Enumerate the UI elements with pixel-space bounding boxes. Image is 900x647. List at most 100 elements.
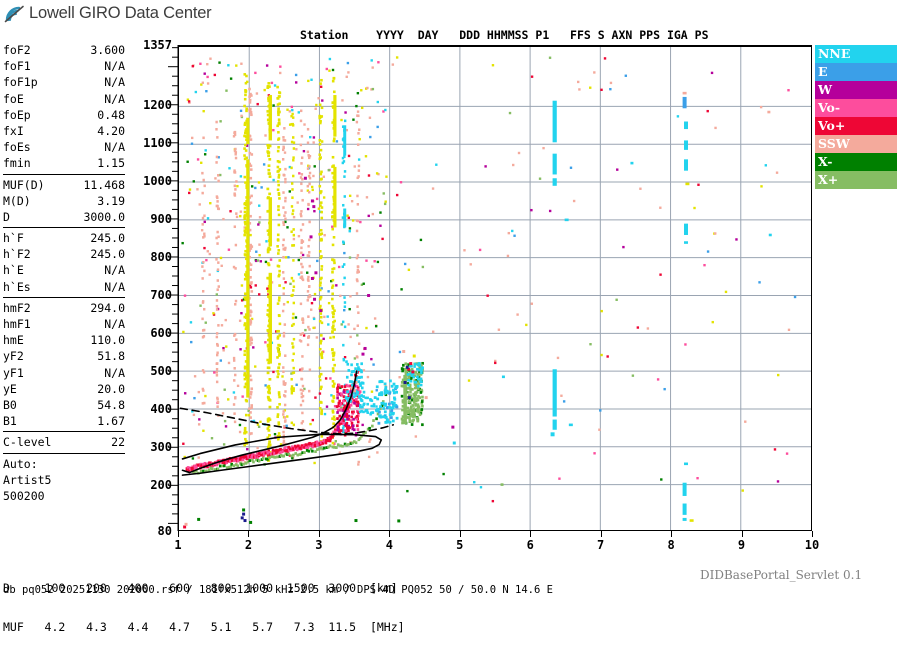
param-divider <box>3 227 125 229</box>
param-value: 245.0 <box>90 247 125 262</box>
legend-item-vo[interactable]: Vo+ <box>815 117 897 135</box>
param-value: 54.8 <box>97 397 125 412</box>
x-tick-mark <box>459 531 461 537</box>
distance-row: D 100 200 400 600 800 1000 1500 3000 [km… <box>3 581 398 595</box>
param-row-hme: hmE 110.0 <box>3 332 125 348</box>
y-tick-label: 600 <box>150 326 172 341</box>
legend-item-ssw[interactable]: SSW <box>815 135 897 153</box>
param-row-foep: foEp 0.48 <box>3 107 125 123</box>
x-tick-label: 7 <box>597 538 605 552</box>
x-tick-mark <box>600 531 602 537</box>
param-value: 11.468 <box>83 177 125 192</box>
param-value: N/A <box>104 91 125 106</box>
param-key: foF1p <box>3 75 38 90</box>
x-tick-label: 1 <box>174 538 182 552</box>
param-value: N/A <box>104 140 125 155</box>
param-key: C-level <box>3 435 52 450</box>
y-tick-label: 1357 <box>143 38 172 52</box>
param-key: MUF(D) <box>3 177 45 192</box>
param-key: yE <box>3 381 17 396</box>
param-value: 51.8 <box>97 349 125 364</box>
param-row-yf2: yF2 51.8 <box>3 348 125 364</box>
param-row-yf1: yF1 N/A <box>3 365 125 381</box>
param-divider <box>3 296 125 298</box>
param-row-hes: h`Es N/A <box>3 279 125 295</box>
echo-direction-legend: NNE E W Vo- Vo+ SSW X- X+ <box>815 45 897 189</box>
param-key: yF2 <box>3 349 24 364</box>
param-row-mufd: MUF(D) 11.468 <box>3 177 125 193</box>
param-row-md: M(D) 3.19 <box>3 193 125 209</box>
param-row-hmf1: hmF1 N/A <box>3 316 125 332</box>
x-tick-mark <box>741 531 743 537</box>
y-tick-label: 900 <box>150 211 172 226</box>
x-tick-label: 4 <box>385 538 393 552</box>
param-key: B1 <box>3 414 17 429</box>
param-key: fxI <box>3 123 24 138</box>
param-row-ye: yE 20.0 <box>3 381 125 397</box>
y-tick-label: 1000 <box>143 173 172 188</box>
legend-item-x[interactable]: X+ <box>815 171 897 189</box>
param-row-d: D 3000.0 <box>3 209 125 225</box>
ionogram-canvas <box>179 47 811 530</box>
param-value: 0.48 <box>97 107 125 122</box>
x-tick-mark <box>178 531 179 537</box>
param-row-fof1p: foF1p N/A <box>3 74 125 90</box>
param-value: 4.20 <box>97 123 125 138</box>
param-key: foEs <box>3 140 31 155</box>
param-key: foE <box>3 91 24 106</box>
param-row-fof1: foF1 N/A <box>3 58 125 74</box>
param-key: yF1 <box>3 365 24 380</box>
param-key: M(D) <box>3 193 31 208</box>
x-tick-label: 10 <box>804 538 820 552</box>
legend-item-vo[interactable]: Vo- <box>815 99 897 117</box>
ionogram-parameters-panel: foF2 3.600 foF1 N/A foF1p N/A foE N/A foEp 0.48 fx… <box>3 42 125 504</box>
legend-item-w[interactable]: W <box>815 81 897 99</box>
x-tick-mark <box>318 531 320 537</box>
param-row-b1: B1 1.67 <box>3 413 125 429</box>
param-value: 22 <box>111 435 125 450</box>
param-value: 294.0 <box>90 300 125 315</box>
x-tick-label: 2 <box>244 538 253 552</box>
param-row-clevel: C-level 22 <box>3 434 125 450</box>
param-row-fmin: fmin 1.15 <box>3 155 125 171</box>
param-key: hmE <box>3 333 24 348</box>
param-key: h`E <box>3 263 24 278</box>
param-key: hmF1 <box>3 317 31 331</box>
param-value: 1.15 <box>97 156 125 171</box>
param-row-hmf2: hmF2 294.0 <box>3 300 125 316</box>
y-tick-label: 400 <box>150 402 172 417</box>
param-row-hf: h`F 245.0 <box>3 230 125 246</box>
param-value: 3.600 <box>90 43 125 57</box>
param-key: foF2 <box>3 43 31 57</box>
param-value: 110.0 <box>90 333 125 348</box>
y-tick-label: 800 <box>150 249 172 264</box>
param-key: fmin <box>3 156 31 171</box>
ionogram-plot[interactable] <box>178 45 812 531</box>
param-value: 3000.0 <box>83 209 125 224</box>
giro-wave-icon <box>4 5 26 23</box>
header-labels-line: Station YYYY DAY DDD HHMMSS P1 FFS S AXN… <box>300 28 709 42</box>
muf-row: MUF 4.2 4.3 4.4 4.7 5.1 5.7 7.3 11.5 [MH… <box>3 620 405 634</box>
y-tick-label: 300 <box>150 440 172 455</box>
legend-item-e[interactable]: E <box>815 63 897 81</box>
y-tick-label: 1100 <box>143 135 172 150</box>
x-tick-mark <box>389 531 391 537</box>
param-divider <box>3 173 125 175</box>
y-tick-label: 700 <box>150 288 172 303</box>
param-value: N/A <box>104 317 125 331</box>
param-value: N/A <box>104 279 125 294</box>
x-tick-label: 6 <box>526 538 534 552</box>
legend-item-x[interactable]: X- <box>815 153 897 171</box>
x-tick-mark <box>812 531 813 537</box>
param-key: D <box>3 209 10 224</box>
param-value: N/A <box>104 75 125 90</box>
param-key: h`Es <box>3 279 31 294</box>
param-value: 20.0 <box>97 381 125 396</box>
legend-item-nne[interactable]: NNE <box>815 45 897 63</box>
x-tick-mark <box>671 531 673 537</box>
param-key: foEp <box>3 107 31 122</box>
x-tick-label: 3 <box>315 538 323 552</box>
y-tick-label: 200 <box>150 478 172 493</box>
param-key: B0 <box>3 397 17 412</box>
param-key: h`F <box>3 231 24 246</box>
